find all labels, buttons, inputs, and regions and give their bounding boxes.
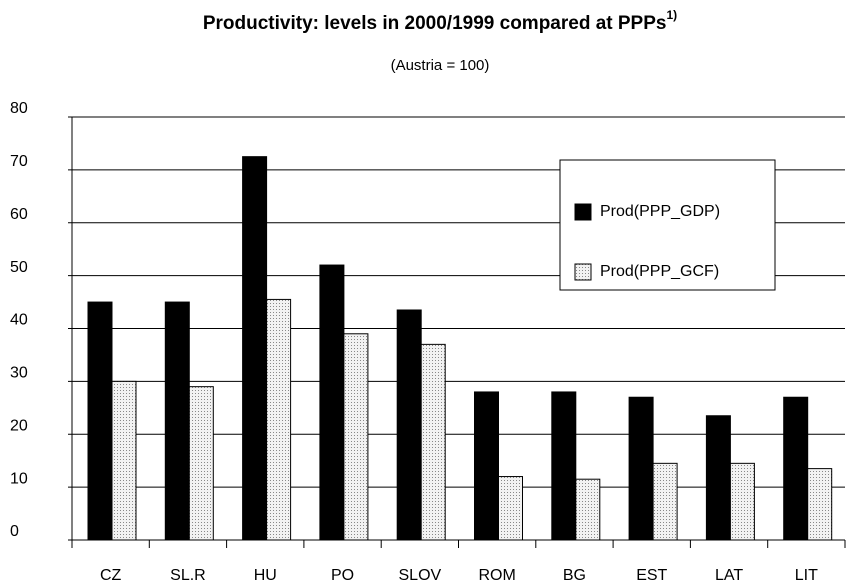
bar xyxy=(551,391,577,541)
bar xyxy=(705,415,731,541)
y-tick-label: 40 xyxy=(10,312,28,329)
bar xyxy=(343,333,369,541)
bar xyxy=(652,462,678,541)
y-tick-label: 20 xyxy=(10,417,28,434)
legend-label: Prod(PPP_GDP) xyxy=(600,203,720,220)
bar xyxy=(575,478,601,541)
bar xyxy=(164,301,190,541)
bar xyxy=(87,301,113,541)
bar xyxy=(266,298,292,541)
bar xyxy=(474,391,499,541)
y-tick-label: 70 xyxy=(10,153,28,170)
bar xyxy=(628,396,654,541)
bar xyxy=(111,380,137,541)
x-tick-label: SL.R xyxy=(170,567,206,584)
legend-label: Prod(PPP_GCF) xyxy=(600,263,719,280)
legend-swatch xyxy=(574,263,592,281)
y-tick-label: 50 xyxy=(10,259,28,276)
legend-swatch xyxy=(574,203,592,221)
chart-subtitle: (Austria = 100) xyxy=(391,57,490,74)
legend-box xyxy=(559,159,776,291)
x-tick-label: HU xyxy=(254,567,277,584)
x-tick-label: CZ xyxy=(100,567,122,584)
x-tick-label: SLOV xyxy=(399,567,442,584)
chart-title: Productivity: levels in 2000/1999 compar… xyxy=(203,8,677,34)
x-tick-label: PO xyxy=(331,567,354,584)
bar xyxy=(319,264,345,541)
y-tick-label: 30 xyxy=(10,365,28,382)
bar xyxy=(188,386,214,541)
x-tick-label: LAT xyxy=(715,567,743,584)
y-tick-label: 10 xyxy=(10,470,28,487)
bar xyxy=(498,476,523,541)
y-tick-label: 60 xyxy=(10,206,28,223)
bar xyxy=(729,462,755,541)
bar xyxy=(807,468,833,541)
bar xyxy=(396,309,422,541)
bar xyxy=(420,343,446,541)
bar xyxy=(783,396,809,541)
y-tick-label: 0 xyxy=(10,523,19,540)
x-tick-label: LIT xyxy=(795,567,818,584)
x-tick-label: BG xyxy=(563,567,586,584)
bar xyxy=(242,156,268,541)
y-tick-label: 80 xyxy=(10,100,28,117)
x-tick-label: EST xyxy=(636,567,667,584)
x-tick-label: ROM xyxy=(478,567,515,584)
